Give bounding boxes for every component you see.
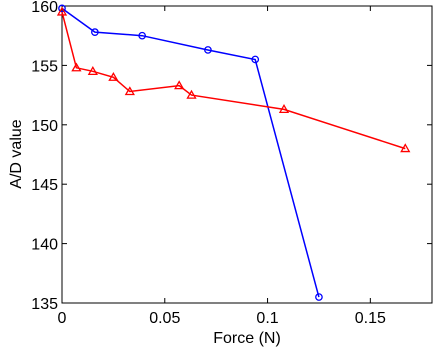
y-tick-label: 145 [31, 177, 58, 194]
data-point [56, 6, 68, 16]
y-tick-label: 155 [31, 58, 58, 75]
data-point [204, 46, 212, 54]
data-point [91, 28, 99, 36]
data-point [251, 55, 260, 64]
data-point [186, 89, 197, 99]
y-axis-label: A/D value [8, 119, 25, 188]
data-point [400, 143, 411, 153]
data-point [278, 104, 290, 114]
data-point [138, 31, 147, 40]
series-layer [56, 4, 411, 301]
series-line [61, 11, 406, 150]
data-point [71, 62, 82, 72]
x-tick-label: 0 [58, 310, 67, 327]
x-axis-ticks: 0 0.05 0.1 0.15 [58, 6, 386, 327]
y-axis-ticks: 135 140 145 150 155 160 [31, 0, 432, 313]
series-2 [56, 6, 411, 153]
series-line [61, 7, 320, 298]
data-point [87, 66, 98, 75]
x-tick-label: 0.05 [149, 310, 180, 327]
series-1 [58, 4, 323, 301]
y-tick-label: 135 [31, 296, 58, 313]
data-point [315, 293, 323, 301]
plot-frame [61, 5, 433, 304]
x-axis-label: Force (N) [213, 330, 281, 347]
y-tick-label: 140 [31, 237, 58, 254]
data-point [108, 71, 119, 81]
y-tick-label: 160 [31, 0, 58, 16]
data-point [124, 86, 135, 96]
data-point [174, 80, 185, 90]
y-tick-label: 150 [31, 118, 58, 135]
x-tick-label: 0.1 [256, 310, 278, 327]
data-point [58, 4, 66, 13]
x-tick-label: 0.15 [355, 310, 386, 327]
plot-area [61, 5, 433, 304]
